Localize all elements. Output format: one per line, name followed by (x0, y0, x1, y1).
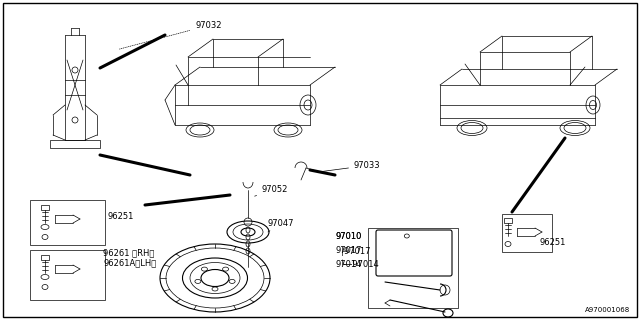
Text: 97032: 97032 (118, 21, 221, 49)
Text: 97017: 97017 (335, 246, 362, 255)
Text: 97014: 97014 (335, 260, 362, 269)
Text: A970001068: A970001068 (585, 307, 630, 313)
Text: └—97014: └—97014 (340, 260, 380, 269)
Bar (504, 218, 512, 223)
Text: 96261 〈RH〉: 96261 〈RH〉 (103, 248, 154, 257)
Text: 96251: 96251 (540, 238, 566, 247)
Bar (50, 140, 100, 148)
Bar (41, 205, 49, 210)
Text: 97047: 97047 (268, 219, 294, 232)
Text: 96251: 96251 (108, 212, 134, 221)
Bar (41, 255, 49, 260)
Text: 96261A〈LH〉: 96261A〈LH〉 (103, 258, 156, 267)
Bar (30, 200, 105, 245)
Bar (30, 250, 105, 300)
Bar (368, 228, 458, 308)
Text: 97010: 97010 (335, 232, 362, 241)
Bar (502, 214, 552, 252)
Text: 97052: 97052 (255, 185, 289, 196)
Text: 97033: 97033 (321, 161, 381, 172)
Text: 97010: 97010 (335, 232, 362, 241)
Text: ├97017: ├97017 (340, 246, 371, 255)
